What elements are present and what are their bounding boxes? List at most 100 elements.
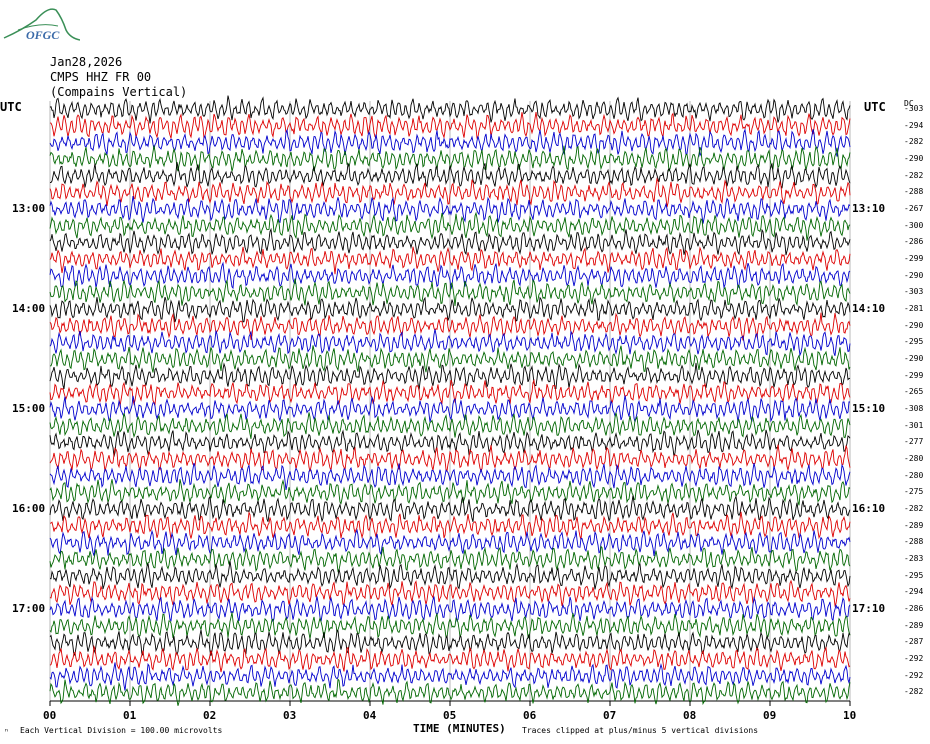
header-station-name: (Compains Vertical) xyxy=(50,85,188,99)
seismic-trace xyxy=(49,177,851,208)
seismic-trace xyxy=(49,362,851,391)
seismic-trace xyxy=(49,528,851,556)
seismic-trace xyxy=(49,495,851,523)
seismic-trace xyxy=(49,612,851,640)
logo-text: OFGC xyxy=(26,28,60,42)
dc-offset-label: -286 xyxy=(904,604,924,614)
left-hour-label: 15:00 xyxy=(12,402,46,415)
right-hour-label: 15:10 xyxy=(852,402,886,415)
x-tick-label: 04 xyxy=(363,709,377,722)
dc-offset-label: -282 xyxy=(904,170,924,180)
dc-offset-label: -282 xyxy=(904,504,924,514)
dc-offset-label: -303 xyxy=(904,287,924,297)
seismic-trace xyxy=(49,560,851,590)
seismic-traces xyxy=(49,95,851,706)
dc-offset-label: -282 xyxy=(904,137,924,147)
dc-offset-label: -295 xyxy=(904,570,924,580)
dc-offset-label: -282 xyxy=(904,687,924,697)
seismic-trace xyxy=(49,312,851,341)
x-tick-label: 05 xyxy=(443,709,457,722)
dc-offset-label: -288 xyxy=(904,537,924,547)
logo-mountain-curve xyxy=(3,8,80,41)
x-tick-label: 06 xyxy=(523,709,537,722)
seismic-trace xyxy=(49,128,851,157)
seismic-trace xyxy=(49,162,851,189)
dc-offset-label: -277 xyxy=(904,437,924,447)
seismic-trace xyxy=(49,345,851,373)
header-station: CMPS HHZ FR 00 xyxy=(50,70,152,84)
ofgc-logo xyxy=(3,8,80,41)
seismic-trace xyxy=(49,462,851,490)
x-tick-label: 03 xyxy=(283,709,297,722)
minute-gridlines xyxy=(49,101,851,702)
dc-offset-label: -281 xyxy=(904,304,924,314)
right-utc-label: UTC xyxy=(864,100,886,114)
left-hour-label: 14:00 xyxy=(12,302,46,315)
seismic-trace xyxy=(49,479,851,506)
dc-offset-label: -283 xyxy=(904,554,924,564)
dc-offset-label: -289 xyxy=(904,620,924,630)
x-tick-label: 02 xyxy=(203,709,217,722)
seismic-trace xyxy=(49,596,851,623)
dc-offset-label: -288 xyxy=(904,187,924,197)
dc-offset-label: -308 xyxy=(904,404,924,414)
dc-offset-label: -265 xyxy=(904,387,924,397)
x-tick-label: 09 xyxy=(763,709,777,722)
seismic-trace xyxy=(49,145,851,172)
seismic-trace xyxy=(49,545,851,573)
left-hour-label: 13:00 xyxy=(12,202,46,215)
seismic-trace xyxy=(49,444,851,473)
seismic-trace xyxy=(49,296,851,323)
dc-offset-label: -300 xyxy=(904,220,924,230)
seismic-trace xyxy=(49,429,851,457)
seismic-trace xyxy=(49,329,851,357)
right-hour-label: 17:10 xyxy=(852,602,886,615)
seismic-trace xyxy=(49,378,851,407)
dc-offset-label: -275 xyxy=(904,487,924,497)
dc-offset-label: -299 xyxy=(904,254,924,264)
dc-offset-label: -267 xyxy=(904,204,924,214)
dc-offset-label: -290 xyxy=(904,154,924,163)
dc-offset-label: -294 xyxy=(904,587,924,597)
seismic-trace xyxy=(49,644,851,673)
dc-offset-label: -290 xyxy=(904,354,924,364)
x-tick-label: 00 xyxy=(43,709,57,722)
right-hour-label: 13:10 xyxy=(852,202,886,215)
x-axis-title: TIME (MINUTES) xyxy=(413,722,506,735)
seismic-trace xyxy=(49,246,851,275)
seismic-trace xyxy=(49,196,851,224)
seismic-trace xyxy=(49,629,851,657)
dc-offset-label: -280 xyxy=(904,470,924,480)
dc-offset-label: -290 xyxy=(904,320,924,330)
dc-offset-label: -294 xyxy=(904,120,924,130)
seismic-trace xyxy=(49,211,851,241)
logo-swoosh xyxy=(17,24,59,31)
x-tick-label: 08 xyxy=(683,709,697,722)
dc-offset-label: -292 xyxy=(904,654,924,664)
x-tick-label: 10 xyxy=(843,709,857,722)
x-tick-label: 07 xyxy=(603,709,617,722)
seismic-trace xyxy=(49,678,851,706)
seismic-trace xyxy=(49,278,851,307)
right-hour-label: 14:10 xyxy=(852,302,886,315)
seismic-trace xyxy=(49,662,851,691)
dc-offset-label: -286 xyxy=(904,237,924,247)
dc-offset-label: -287 xyxy=(904,637,924,647)
dc-offset-label: -303 xyxy=(904,104,924,113)
dc-offset-label: -289 xyxy=(904,520,924,530)
seismic-trace xyxy=(49,227,851,256)
seismic-trace xyxy=(49,95,851,124)
left-hour-label: 17:00 xyxy=(12,602,46,615)
seismic-trace xyxy=(49,112,851,140)
dc-offset-label: -280 xyxy=(904,454,924,464)
dc-label: DC xyxy=(904,99,914,108)
footer-clip: Traces clipped at plus/minus 5 vertical … xyxy=(522,726,759,735)
dc-offset-label: -292 xyxy=(904,670,924,680)
x-axis-ticks xyxy=(49,701,851,706)
dc-offset-label: -301 xyxy=(904,420,924,430)
left-utc-label: UTC xyxy=(0,100,22,114)
dc-offset-label: -290 xyxy=(904,270,924,280)
seismic-trace xyxy=(49,579,851,608)
seismic-trace xyxy=(49,261,851,290)
